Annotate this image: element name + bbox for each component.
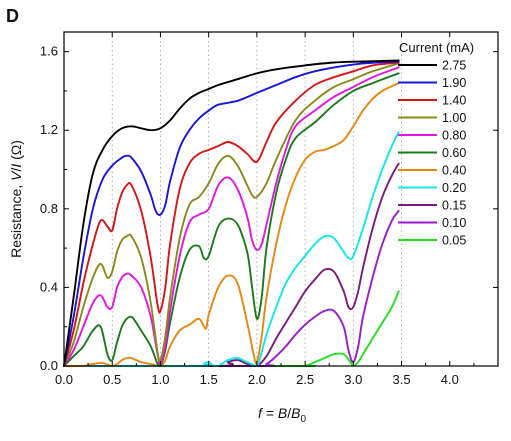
series-line-0_15 [63,162,400,367]
x-tick-label-4: 2.0 [248,372,266,387]
y-tick-label-4: 1.6 [40,44,58,59]
panel-label: D [6,6,19,26]
series-line-0_20 [63,131,400,367]
legend-label-0_15: 0.15 [442,199,466,213]
legend-label-1_00: 1.00 [442,111,466,125]
x-tick-label-3: 1.5 [200,372,218,387]
legend-label-0_20: 0.20 [442,181,466,195]
series-line-1_00 [63,62,400,367]
x-tick-label-5: 2.5 [296,372,314,387]
legend-label-0_05: 0.05 [442,234,466,248]
legend-title: Current (mA) [399,40,474,55]
y-tick-label-2: 0.8 [40,201,58,216]
series-line-0_60 [63,72,400,367]
grid-lines [111,32,402,366]
y-tick-label-3: 1.2 [40,122,58,137]
legend-label-1_90: 1.90 [442,76,466,90]
x-tick-label-1: 0.5 [103,372,121,387]
y-axis: 0.0 0.4 0.8 1.2 1.6 [40,44,498,373]
legend-label-1_40: 1.40 [442,94,466,108]
series-line-1_90 [63,60,400,367]
x-tick-label-7: 3.5 [393,372,411,387]
x-tick-label-6: 3.0 [344,372,362,387]
x-tick-label-8: 4.0 [441,372,459,387]
legend-label-0_60: 0.60 [442,146,466,160]
series-line-2_75 [63,59,400,367]
x-axis-label: f = B/B0 [258,405,307,425]
legend-label-2_75: 2.75 [442,59,466,73]
series-line-1_40 [63,61,400,367]
x-axis: 0.0 0.5 1.0 1.5 2.0 2.5 3.0 3.5 4.0 [55,32,475,387]
x-tick-label-2: 1.0 [151,372,169,387]
y-axis-label: Resistance, V/I (Ω) [8,140,24,258]
y-tick-label-0: 0.0 [40,358,58,373]
series-line-0_10 [63,209,400,367]
legend-label-0_10: 0.10 [442,216,466,230]
x-tick-label-0: 0.0 [55,372,73,387]
series-lines [63,59,400,367]
series-line-0_40 [63,82,400,367]
legend-label-0_40: 0.40 [442,164,466,178]
y-tick-label-1: 0.4 [40,279,58,294]
legend: Current (mA) 2.75 1.90 1.40 1.00 0.80 0.60 0.4… [398,40,474,248]
legend-label-0_80: 0.80 [442,129,466,143]
series-line-0_80 [63,66,400,367]
